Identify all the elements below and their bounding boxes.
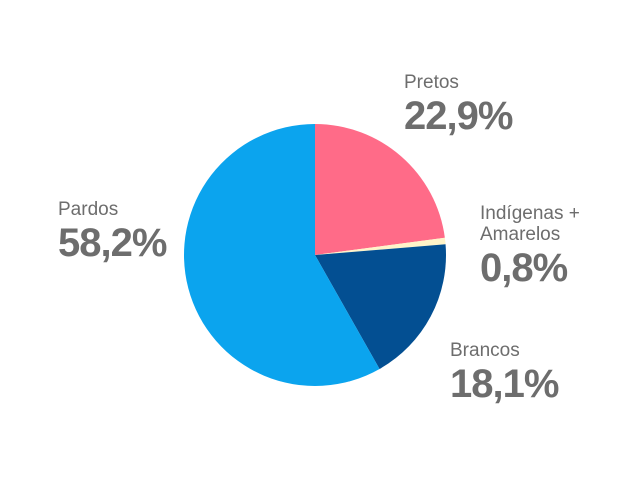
category-label: Pretos — [404, 72, 459, 93]
value-label: 22,9% — [404, 94, 513, 138]
category-label: Indígenas + Amarelos — [480, 203, 580, 245]
pie-slice — [315, 244, 446, 369]
category-label: Brancos — [450, 340, 520, 361]
pie-slice — [315, 124, 445, 255]
value-label: 18,1% — [450, 362, 559, 406]
slice-label: Pretos 22,9% — [404, 72, 513, 138]
pie-slice — [315, 237, 446, 255]
pie-slice — [183, 124, 380, 386]
slice-label: Pardos 58,2% — [58, 199, 167, 265]
value-label: 0,8% — [480, 246, 568, 290]
category-label: Pardos — [58, 199, 119, 220]
slice-label: Indígenas + Amarelos 0,8% — [480, 203, 600, 289]
value-label: 58,2% — [58, 221, 167, 265]
slice-label: Brancos 18,1% — [450, 340, 559, 406]
